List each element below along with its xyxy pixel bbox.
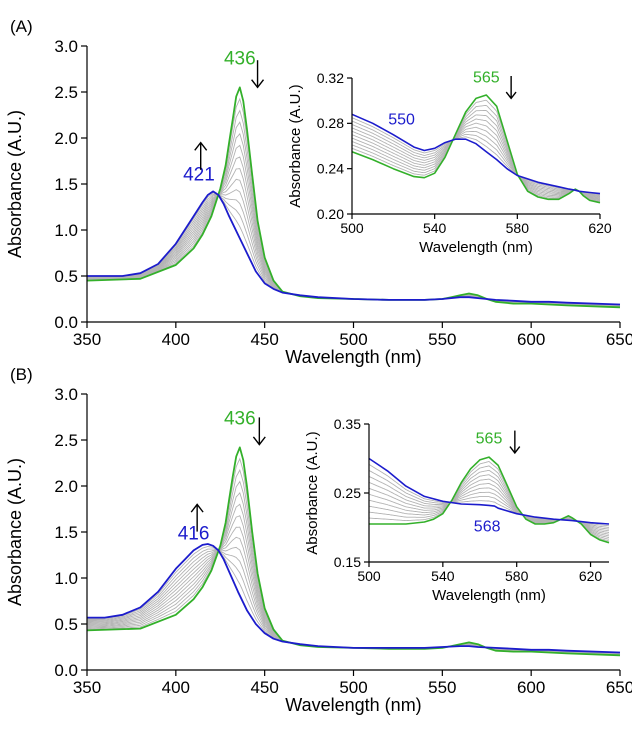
peak-label-421: 421 [183,164,215,185]
intermediate-spectrum-line [351,120,601,196]
y-tick-label: 2.5 [54,83,78,102]
x-tick-label: 580 [506,220,530,236]
x-tick-label: 500 [339,678,367,697]
intermediate-spectrum-line [351,99,601,203]
y-tick-label: 3.0 [54,37,78,56]
arrow-down-icon [505,76,517,100]
intermediate-spectrum-line [351,124,601,197]
y-axis-label: Absorbance (A.U.) [5,110,25,258]
y-tick-label: 1.5 [54,523,78,542]
arrow-down-icon [251,60,265,89]
y-tick-label: 2.5 [54,431,78,450]
x-tick-label: 620 [579,568,603,584]
panel-label: (B) [10,365,33,384]
x-axis-label: Wavelength (nm) [285,695,421,715]
x-axis-label: Wavelength (nm) [419,239,533,256]
intermediate-spectrum-line [351,117,601,195]
y-tick-label: 0.32 [317,70,344,86]
y-tick-label: 0.0 [54,661,78,680]
y-axis-label: Absorbance (A.U.) [287,84,304,207]
x-tick-label: 620 [588,220,612,236]
peak-label-436: 436 [224,408,256,429]
y-axis-label: Absorbance (A.U.) [5,458,25,606]
x-tick-label: 500 [357,568,381,584]
start-spectrum-line [351,94,601,204]
peak-label-565: 565 [473,70,500,87]
x-tick-label: 540 [431,568,455,584]
intermediate-spectrum-line [87,515,621,655]
x-tick-label: 500 [340,220,364,236]
arrow-down-icon [509,430,521,455]
intermediate-spectrum-line [87,193,620,306]
x-tick-label: 550 [428,678,456,697]
y-tick-label: 0.15 [334,554,361,570]
end-spectrum-line [87,190,621,306]
intermediate-spectrum-line [86,192,620,306]
peak-label-436: 436 [224,48,256,69]
y-axis-label: Absorbance (A.U.) [304,431,321,554]
y-tick-label: 0.25 [334,485,361,501]
x-tick-label: 400 [162,678,190,697]
x-tick-label: 400 [162,330,190,349]
intermediate-spectrum-line [86,194,621,306]
y-tick-label: 1.0 [54,569,78,588]
x-axis-label: Wavelength (nm) [285,347,421,367]
start-spectrum-line [369,456,610,544]
peak-label-416: 416 [178,523,210,544]
panel-a-inset: 500 540 580 620 0.20 0.24 0.28 0.32 Wavelength (… [287,70,612,256]
y-tick-label: 1.5 [54,175,78,194]
intermediate-spectrum-line [87,189,621,306]
x-tick-label: 500 [339,330,367,349]
arrow-up-icon [194,141,208,170]
y-tick-label: 0.28 [317,115,344,131]
panel-b-inset: 500 540 580 620 0.15 0.25 0.35 Wavelength (nm) A… [304,416,610,604]
intermediate-spectrum-line [351,110,601,201]
x-tick-label: 600 [517,330,545,349]
x-tick-label: 650 [606,330,632,349]
panel-a-main: (A) 350 400 450 500 550 600 650 0.0 0.5 1.0 1.5 2.0 2… [5,17,632,367]
y-tick-label: 0.5 [54,615,78,634]
intermediate-spectrum-line [351,126,601,198]
y-tick-label: 2.0 [54,477,78,496]
x-tick-label: 580 [505,568,529,584]
end-spectrum-line [368,457,610,525]
x-tick-label: 350 [73,330,101,349]
end-spectrum-line [87,543,621,654]
y-tick-label: 1.0 [54,221,78,240]
y-tick-label: 3.0 [54,385,78,404]
x-tick-label: 350 [73,678,101,697]
intermediate-spectrum-line [351,122,601,199]
arrow-up-icon [190,503,204,532]
y-tick-label: 0.0 [54,313,78,332]
x-tick-label: 450 [250,330,278,349]
y-tick-label: 2.0 [54,129,78,148]
peak-label-565: 565 [476,430,503,447]
y-tick-label: 0.35 [334,416,361,432]
peak-label-568: 568 [474,519,501,536]
end-spectrum-line [351,113,601,195]
x-tick-label: 650 [606,678,632,697]
arrow-down-icon [252,417,266,446]
x-tick-label: 600 [517,678,545,697]
intermediate-spectrum-line [351,114,601,200]
peak-label-550: 550 [388,111,415,128]
start-spectrum-line [86,446,621,657]
y-tick-label: 0.5 [54,267,78,286]
intermediate-spectrum-line [86,109,621,308]
panel-b-main: (B) 350 400 450 500 550 600 650 0.0 0.5 1.0 1.5 2.0 2… [5,365,632,715]
x-tick-label: 540 [423,220,447,236]
intermediate-spectrum-line [351,118,601,199]
panel-label: (A) [10,17,33,36]
y-tick-label: 0.24 [317,161,344,177]
intermediate-spectrum-line [368,464,609,527]
y-tick-label: 0.20 [317,206,344,222]
x-tick-label: 450 [250,678,278,697]
intermediate-spectrum-line [87,97,621,308]
x-tick-label: 550 [428,330,456,349]
intermediate-spectrum-line [351,104,601,202]
start-spectrum-line [86,86,621,309]
x-axis-label: Wavelength (nm) [432,587,546,604]
